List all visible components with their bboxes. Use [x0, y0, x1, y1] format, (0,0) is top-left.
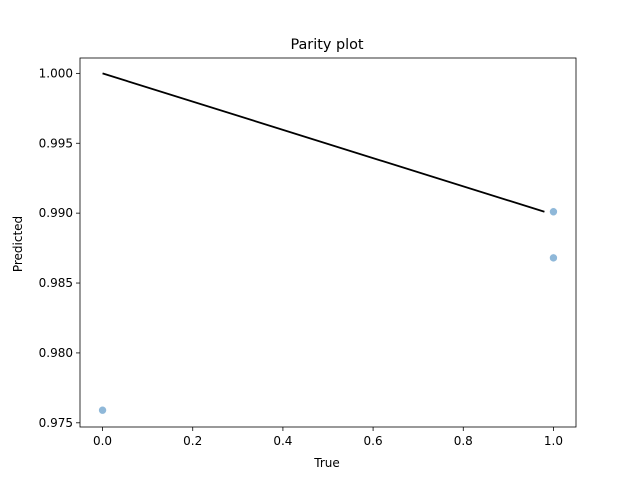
y-axis: 0.975 0.980 0.985 0.990 0.995 1.000 — [39, 66, 80, 430]
scatter-point — [549, 207, 558, 217]
y-axis-label: Predicted — [11, 216, 25, 272]
scatter-point — [98, 405, 107, 415]
x-tick-label: 0.6 — [364, 434, 383, 448]
x-axis-label: True — [313, 456, 340, 470]
x-tick-label: 0.2 — [183, 434, 202, 448]
y-tick-label: 0.975 — [39, 416, 73, 430]
axes-frame — [79, 57, 577, 428]
y-tick-label: 0.980 — [39, 346, 73, 360]
x-tick-label: 0.0 — [93, 434, 112, 448]
scatter-point — [549, 253, 558, 263]
plot-area — [79, 57, 577, 428]
y-tick-label: 0.990 — [39, 206, 73, 220]
x-tick-label: 0.4 — [273, 434, 292, 448]
x-axis: 0.0 0.2 0.4 0.6 0.8 1.0 — [93, 427, 563, 448]
parity-line — [102, 72, 545, 213]
x-tick-label: 1.0 — [544, 434, 563, 448]
x-tick-label: 0.8 — [454, 434, 473, 448]
y-tick-label: 0.985 — [39, 276, 73, 290]
y-tick-label: 1.000 — [39, 66, 73, 80]
chart-title: Parity plot — [290, 37, 363, 53]
y-tick-label: 0.995 — [39, 136, 73, 150]
